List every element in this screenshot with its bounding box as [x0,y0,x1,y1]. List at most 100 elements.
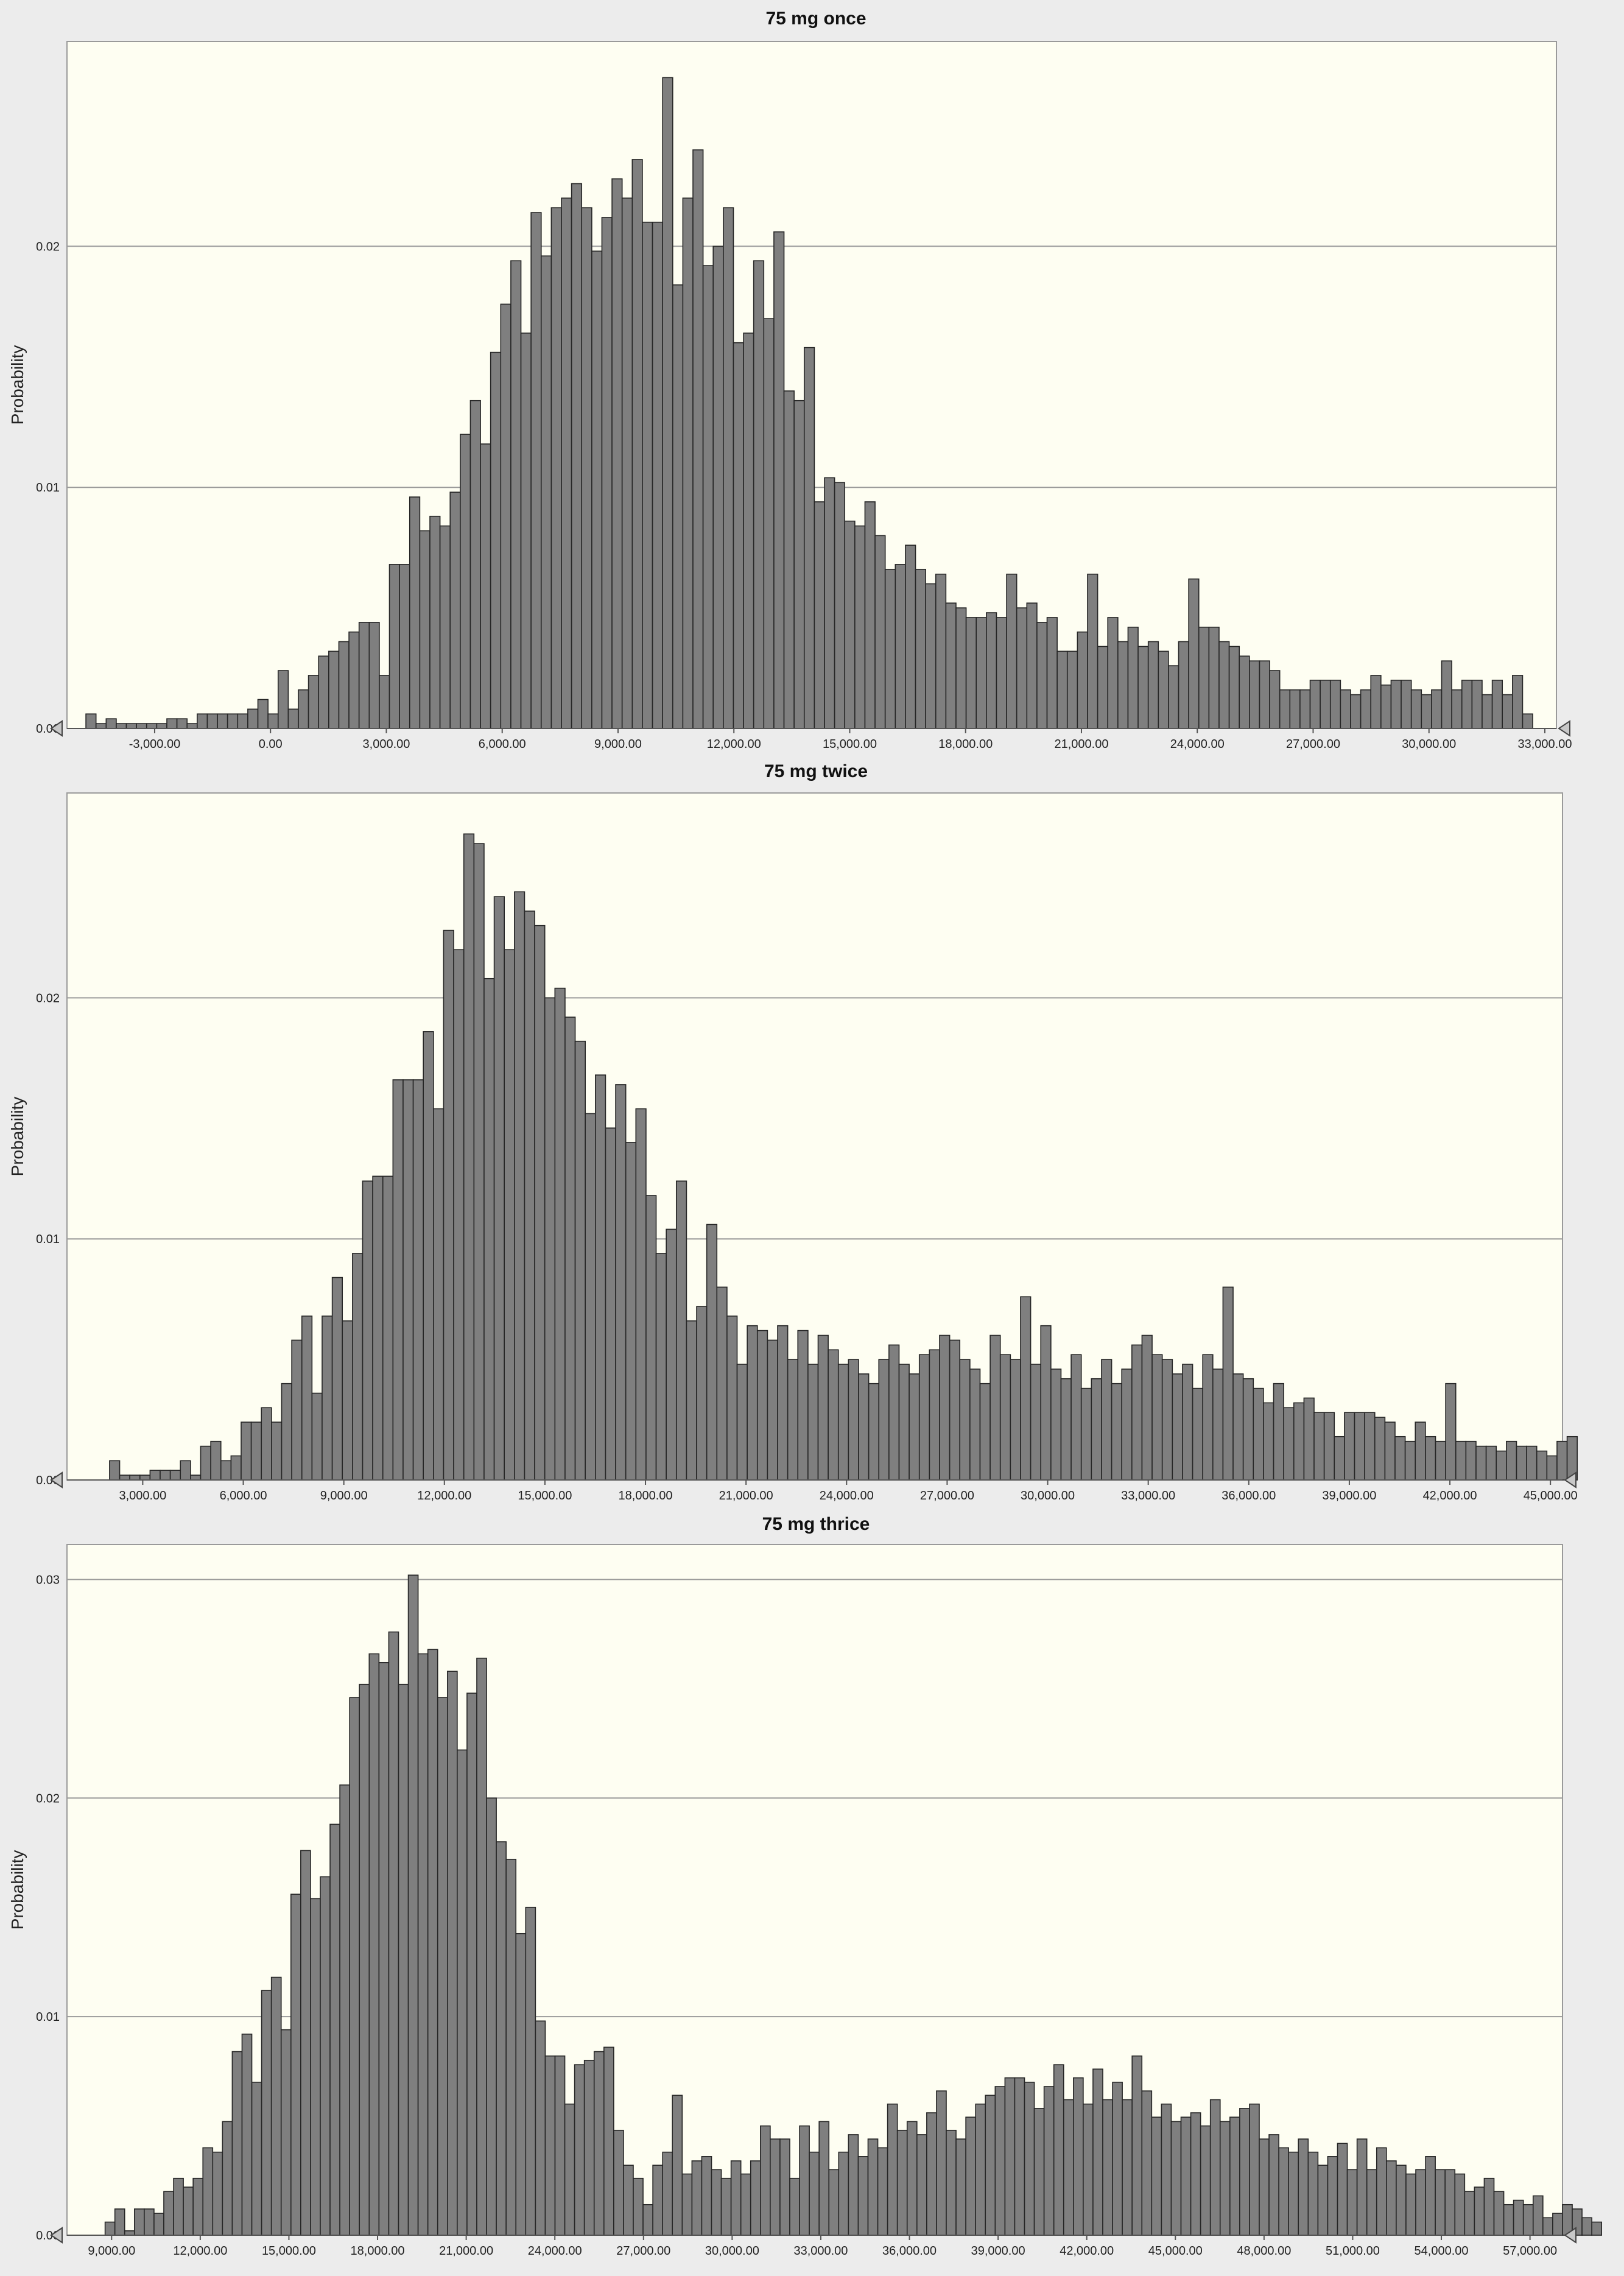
left-slider-triangle-icon[interactable] [50,1471,63,1489]
histogram-bar [711,2169,722,2236]
histogram-bar [1269,670,1281,729]
histogram-bar [692,149,704,729]
histogram-bar [1493,2191,1505,2236]
histogram-bar [803,347,815,729]
histogram-bar [1122,2099,1133,2236]
histogram-bar [525,1906,536,2236]
histogram-bar [453,949,465,1481]
histogram-bar [1283,1407,1295,1481]
histogram-bar [1364,1412,1376,1481]
histogram-bar [767,1339,778,1481]
histogram-bar [156,723,167,729]
histogram-chart: 75 mg thrice 0.00 0.01 0.02 0.03 9,000.00 12,0… [8,1514,1603,2258]
histogram-bar [760,2125,771,2236]
histogram-bar [817,1334,829,1481]
histogram-bar [169,1470,181,1481]
histogram-bar [915,568,926,729]
histogram-bar [433,1108,445,1481]
x-tick-label: 36,000.00 [882,2244,937,2258]
histogram-bar [1556,1440,1568,1481]
histogram-bar [1483,2177,1495,2236]
histogram-bar [1421,694,1432,729]
histogram-bar [554,2055,566,2236]
histogram-bar [611,178,623,729]
histogram-bar [1107,617,1119,729]
x-tick-label: 9,000.00 [594,738,642,751]
histogram-bar [564,1016,576,1481]
histogram-bar [1309,680,1321,729]
histogram-bar [163,2191,174,2236]
histogram-bar [490,351,502,729]
histogram-bar [1415,1422,1426,1481]
y-tick-label: 0.00 [36,1474,60,1487]
histogram-bar [1141,2090,1153,2236]
histogram-bar [362,1180,373,1481]
histogram-bar [1218,641,1230,729]
histogram-bar [603,2046,614,2236]
histogram-bar [571,183,583,729]
histogram-bar [631,159,643,729]
chart-title: 75 mg twice [764,761,868,781]
histogram-bar [645,1195,657,1481]
histogram-bar [1536,1450,1548,1481]
histogram-bar [702,265,714,729]
histogram-bar [844,520,856,729]
histogram-bar [1591,2221,1603,2236]
histogram-bar [874,535,886,729]
histogram-bar [348,631,360,729]
histogram-bar [1030,1364,1042,1481]
histogram-bar [848,2134,859,2236]
y-axis-label: Probability [8,345,27,425]
histogram-bar [662,2151,673,2236]
histogram-bar [975,2103,986,2236]
histogram-bar [544,997,556,1481]
histogram-bar [176,718,188,729]
x-tick-label: 39,000.00 [1322,1489,1376,1503]
histogram-bar [358,622,370,729]
histogram-bar [1228,646,1240,729]
histogram-bar [399,564,410,729]
histogram-bar [723,207,734,729]
histogram-bar [1404,1440,1416,1481]
histogram-bar [1026,602,1038,729]
histogram-bar [534,925,546,1481]
histogram-bar [192,2177,204,2236]
left-slider-triangle-icon[interactable] [50,2227,63,2244]
histogram-bar [544,2055,556,2236]
x-tick-label: 24,000.00 [1170,738,1225,751]
histogram-bar [895,564,906,729]
histogram-bar [180,1460,191,1481]
histogram-bar [1475,1445,1487,1481]
histogram-bar [583,2060,595,2236]
histogram-bar [1209,2099,1221,2236]
histogram-bar [574,1040,586,1481]
histogram-bar [554,987,566,1481]
histogram-bar [743,333,754,729]
histogram-bar [1066,650,1078,729]
x-tick-label: 6,000.00 [220,1489,267,1503]
histogram-bar [1127,626,1139,729]
histogram-bar [726,1316,738,1481]
left-slider-triangle-icon[interactable] [50,720,63,737]
right-slider-triangle-icon[interactable] [1564,2227,1577,2244]
right-slider-triangle-icon[interactable] [1558,720,1570,737]
histogram-bar [1317,2165,1329,2236]
histogram-bar [878,1359,890,1481]
histogram-bar [696,1306,708,1481]
histogram-bar [1445,1383,1457,1481]
histogram-bar [1263,1402,1274,1481]
histogram-bar [1268,2134,1279,2236]
y-tick-label: 0.00 [36,722,60,736]
x-tick-label: 33,000.00 [1121,1489,1175,1503]
histogram-bar [473,843,485,1481]
histogram-bar [104,2221,116,2236]
histogram-bar [1097,646,1109,729]
histogram-bar [146,723,158,729]
histogram-bar [1337,2143,1348,2236]
histogram-bar [1346,2169,1358,2236]
histogram-bar [1444,2169,1456,2236]
right-slider-triangle-icon[interactable] [1564,1471,1577,1489]
histogram-bar [838,2151,849,2236]
histogram-bar [797,1330,809,1481]
